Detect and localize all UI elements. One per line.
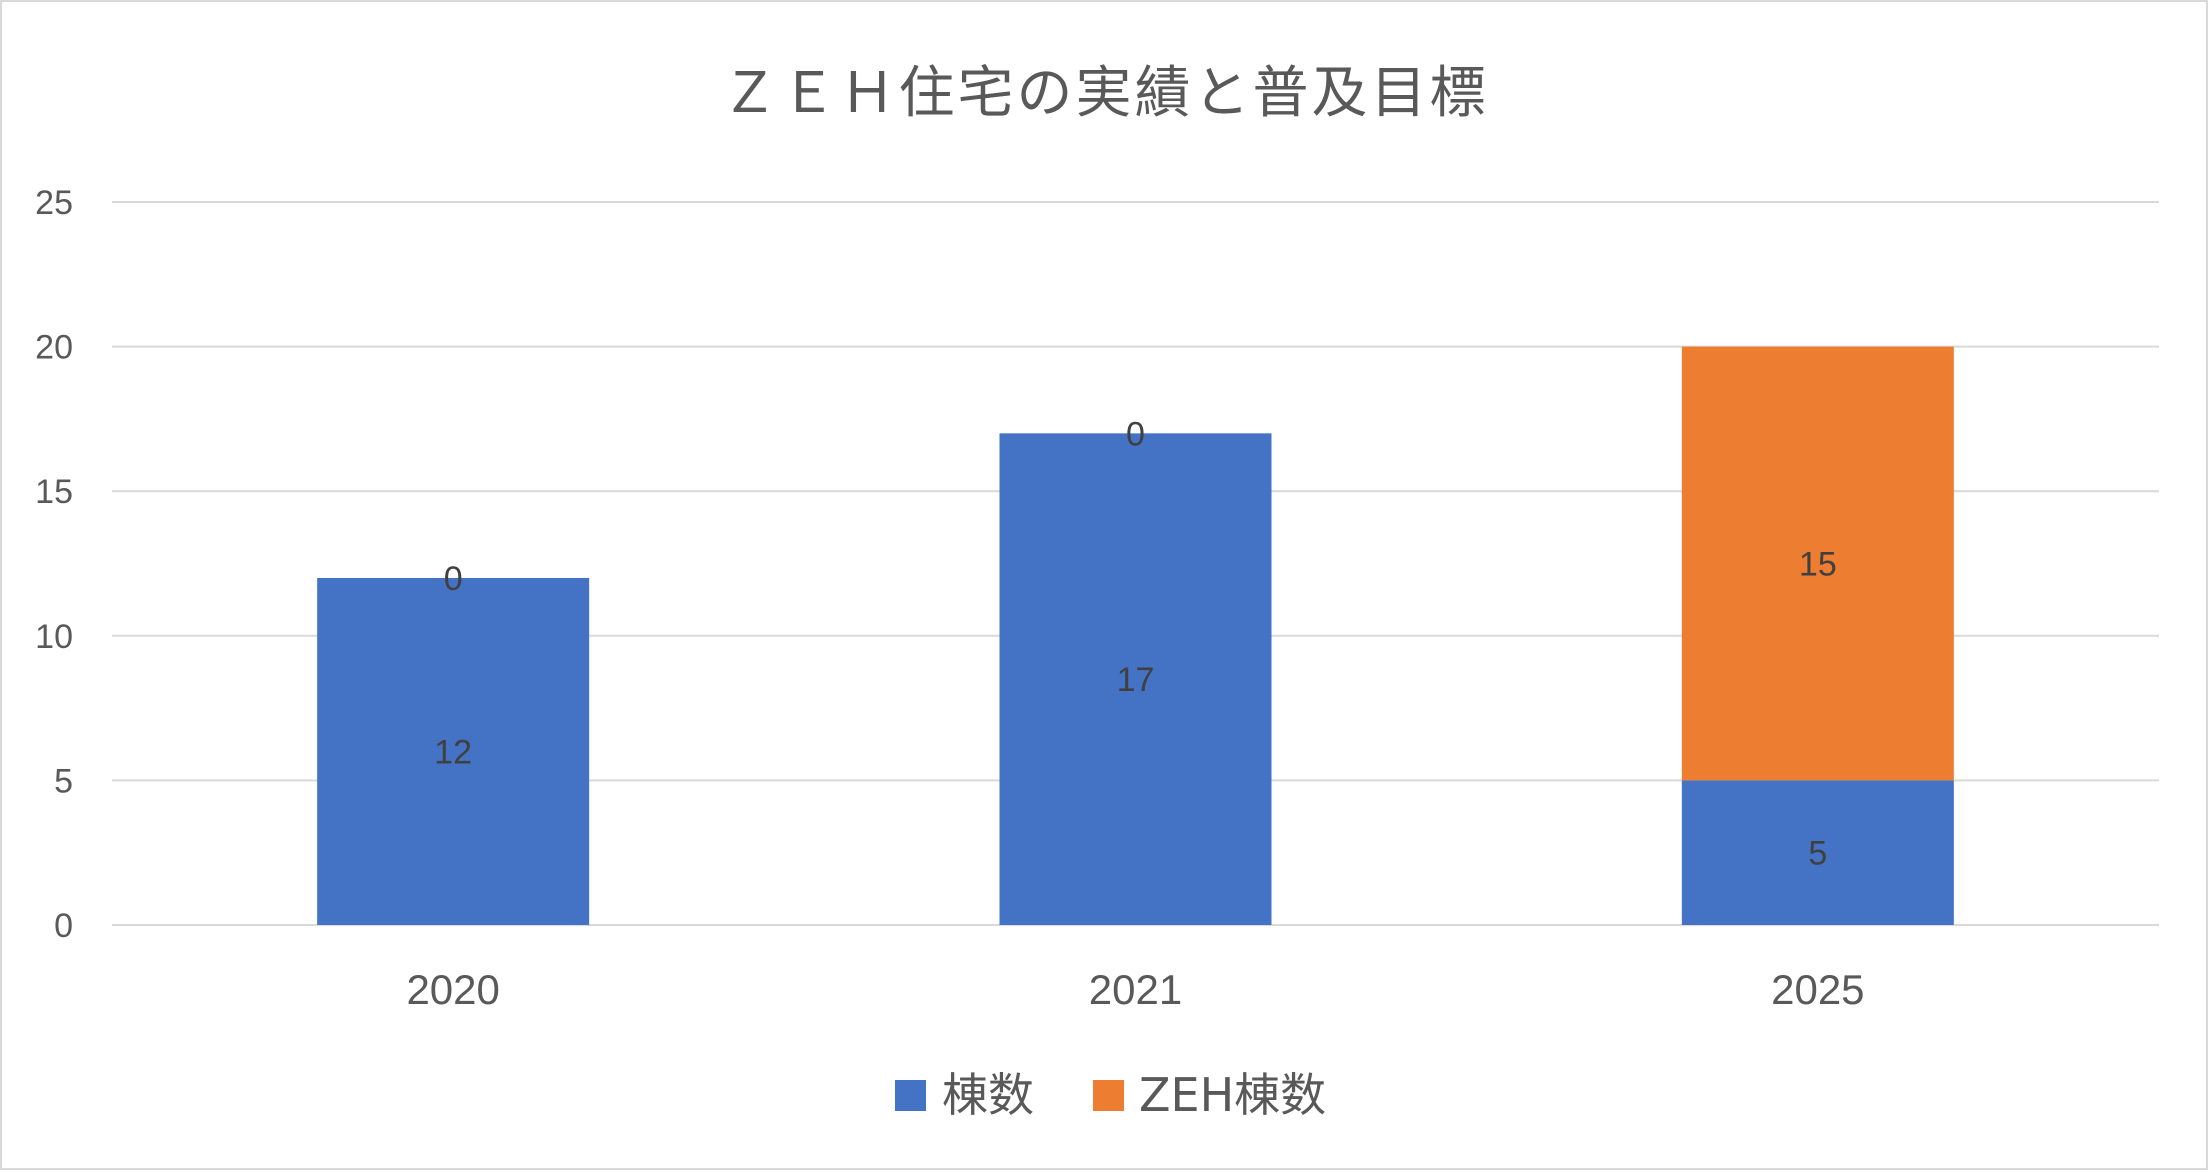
data-label: 5 <box>1808 835 1827 873</box>
legend: 棟数 ZEH棟数 <box>895 1068 1326 1122</box>
data-label: 12 <box>434 733 472 771</box>
bar-棟数-2021 <box>999 433 1272 925</box>
x-tick-label: 2025 <box>1771 966 1864 1013</box>
bar-ZEH棟数-2025 <box>1681 346 1954 781</box>
x-tick-label: 2020 <box>406 966 499 1013</box>
bar-棟数-2020 <box>317 577 590 925</box>
legend-label: 棟数 <box>942 1068 1034 1122</box>
chart-title: ＺＥＨ住宅の実績と普及目標 <box>722 61 1489 126</box>
x-axis-ticks: 2020 2021 2025 <box>406 966 1864 1013</box>
data-label: 0 <box>444 560 463 598</box>
legend-swatch-棟数 <box>895 1080 926 1111</box>
y-tick-label: 25 <box>35 184 73 222</box>
legend-label: ZEH棟数 <box>1139 1068 1326 1122</box>
x-tick-label: 2021 <box>1089 966 1182 1013</box>
data-label: 0 <box>1126 415 1145 453</box>
y-tick-label: 15 <box>35 473 73 511</box>
y-tick-label: 5 <box>54 762 73 800</box>
y-tick-label: 0 <box>54 907 73 945</box>
data-label: 15 <box>1799 546 1837 584</box>
data-label: 17 <box>1117 661 1155 699</box>
y-axis-ticks: 0 5 10 15 20 25 <box>35 184 73 945</box>
y-tick-label: 10 <box>35 618 73 656</box>
bar-棟数-2025 <box>1681 780 1954 925</box>
data-labels: 12 0 17 0 5 15 <box>434 415 1836 872</box>
y-tick-label: 20 <box>35 329 73 367</box>
legend-swatch-ZEH棟数 <box>1093 1080 1124 1111</box>
bars <box>317 346 1954 925</box>
